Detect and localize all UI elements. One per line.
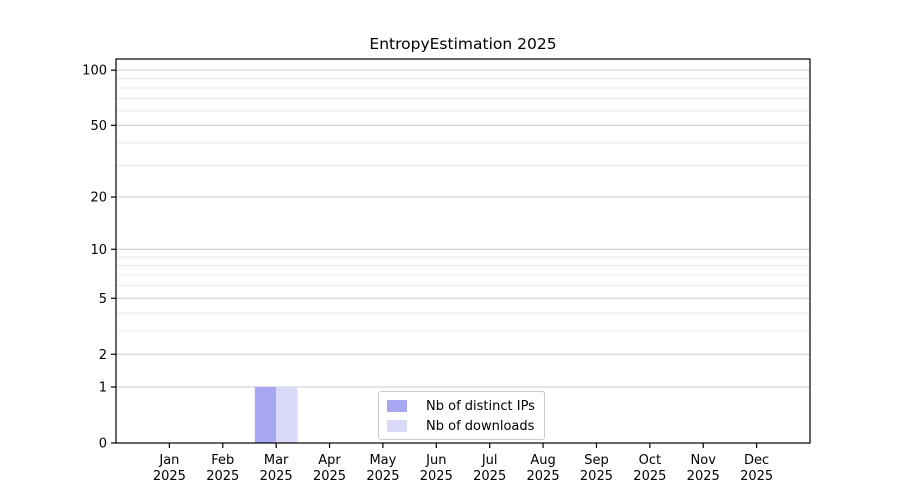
plot-border: [115, 58, 811, 444]
y-tick-label-10: 10: [90, 243, 107, 258]
bar-nb-of-distinct-ips-mar-2025: [254, 387, 277, 443]
legend-swatch-downloads: [387, 420, 407, 432]
y-tick-label-50: 50: [90, 119, 107, 134]
y-tick-label-0: 0: [99, 437, 107, 452]
x-tick-label-may-2025: May 2025: [366, 453, 399, 484]
x-tick-label-oct-2025: Oct 2025: [633, 453, 666, 484]
legend-label-downloads: Nb of downloads: [426, 418, 535, 434]
legend-swatch-distinct-ips: [387, 400, 407, 412]
x-tick-label-apr-2025: Apr 2025: [313, 453, 346, 484]
y-tick-label-2: 2: [99, 348, 107, 363]
legend-label-distinct-ips: Nb of distinct IPs: [426, 398, 535, 414]
x-tick-label-mar-2025: Mar 2025: [260, 453, 293, 484]
legend-item-downloads: Nb of downloads: [387, 418, 535, 434]
y-tick-label-100: 100: [82, 64, 107, 79]
legend-item-distinct-ips: Nb of distinct IPs: [387, 398, 535, 414]
x-tick-label-jan-2025: Jan 2025: [153, 453, 186, 484]
x-tick-label-aug-2025: Aug 2025: [527, 453, 560, 484]
y-tick-label-5: 5: [99, 292, 107, 307]
chart-title: EntropyEstimation 2025: [369, 35, 557, 53]
y-tick-label-1: 1: [99, 381, 107, 396]
x-tick-label-nov-2025: Nov 2025: [687, 453, 720, 484]
x-tick-label-sep-2025: Sep 2025: [580, 453, 613, 484]
x-tick-label-jul-2025: Jul 2025: [473, 453, 506, 484]
y-tick-label-20: 20: [90, 191, 107, 206]
legend: Nb of distinct IPs Nb of downloads: [378, 391, 545, 440]
x-tick-label-dec-2025: Dec 2025: [740, 453, 773, 484]
x-tick-label-jun-2025: Jun 2025: [420, 453, 453, 484]
bar-nb-of-downloads-mar-2025: [276, 387, 298, 443]
x-tick-label-feb-2025: Feb 2025: [206, 453, 239, 484]
